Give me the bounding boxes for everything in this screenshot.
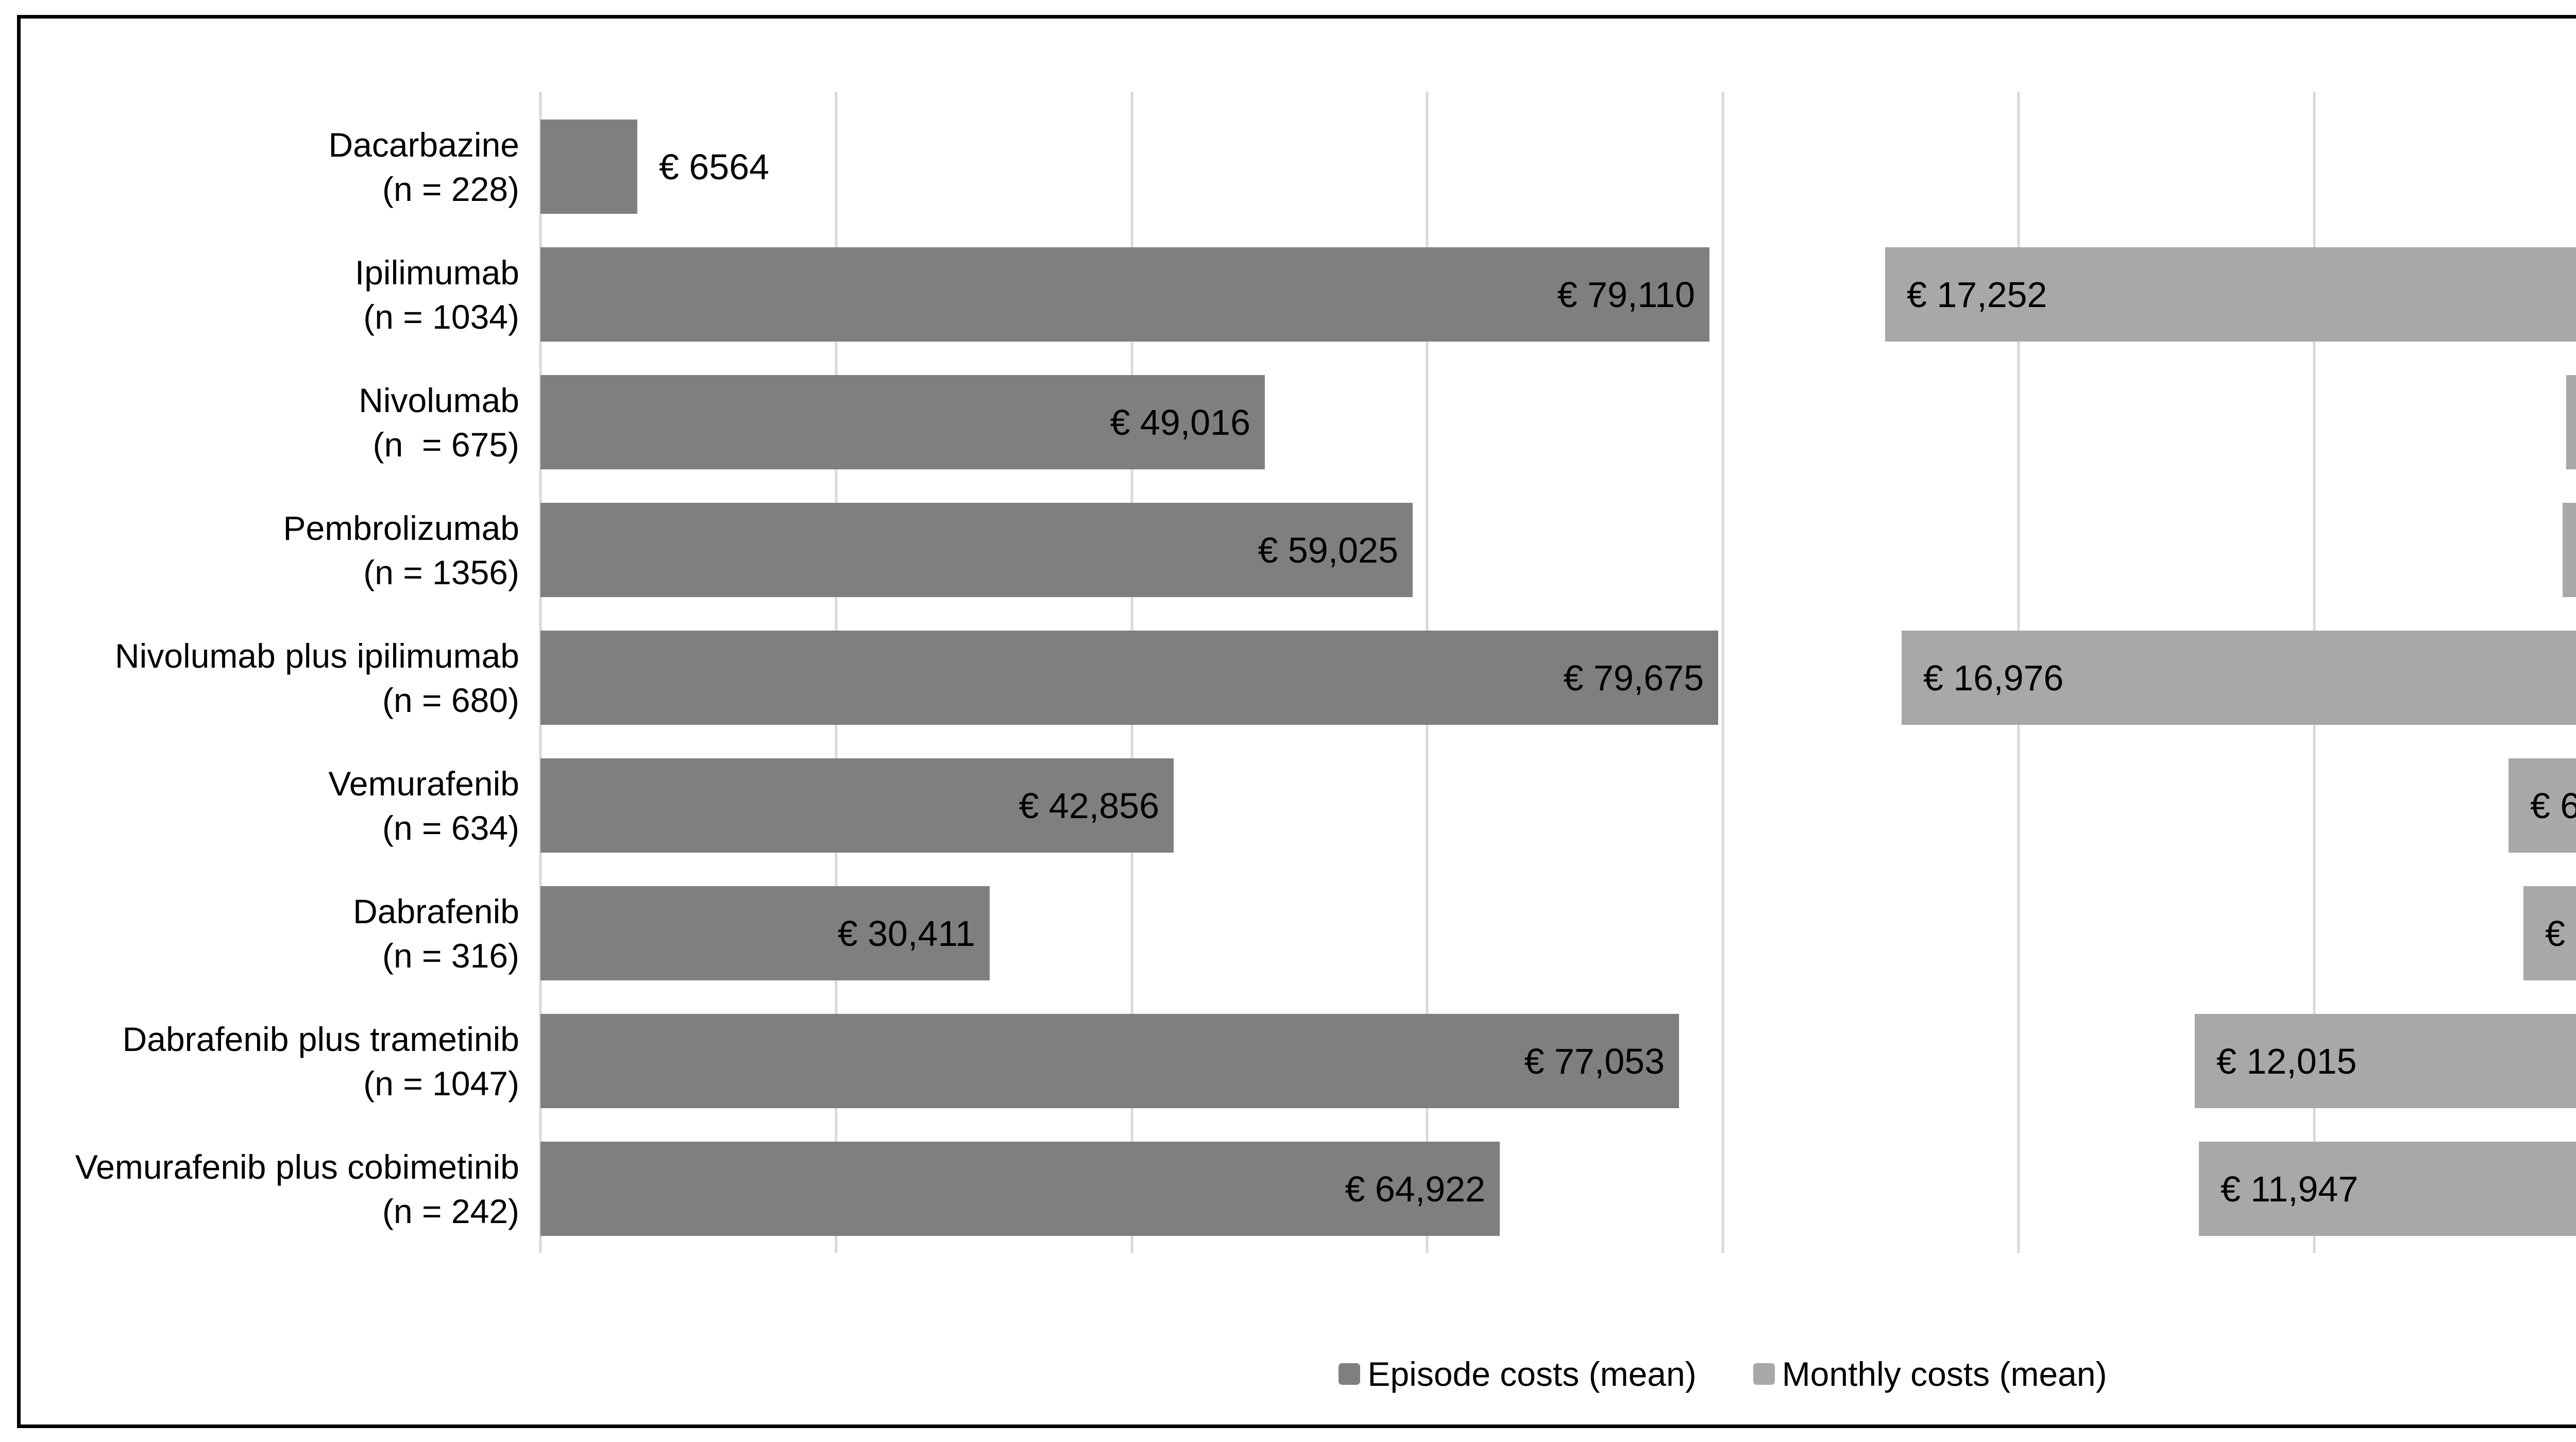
bar-episode-costs: [540, 375, 1265, 469]
chart-legend: Episode costs (mean) Monthly costs (mean…: [540, 1346, 2576, 1402]
legend-entry-episode: Episode costs (mean): [1338, 1354, 1697, 1394]
episode-value-label: € 64,922: [1345, 1168, 1485, 1209]
category-label: Vemurafenib (n = 634): [21, 761, 519, 850]
category-n-count: (n = 634): [382, 808, 519, 847]
category-label: Nivolumab plus ipilimumab (n = 680): [21, 634, 519, 722]
bar-monthly-costs: [2566, 375, 2576, 469]
episode-value-label: € 59,025: [1258, 530, 1398, 570]
monthly-value-label: € 16,976: [1923, 657, 2064, 698]
chart-outer-frame: [17, 15, 2576, 1428]
category-name: Ipilimumab: [354, 253, 519, 292]
episode-value-label: € 49,016: [1110, 402, 1250, 443]
category-n-count: (n = 1356): [363, 553, 519, 591]
category-label: Vemurafenib plus cobimetinib (n = 242): [21, 1145, 519, 1233]
category-n-count: (n = 228): [382, 169, 519, 208]
category-n-count: (n = 242): [382, 1192, 519, 1230]
category-name: Dabrafenib plus trametinib: [122, 1020, 519, 1058]
bar-monthly-costs: [2195, 1014, 2576, 1108]
category-name: Vemurafenib plus cobimetinib: [75, 1147, 519, 1186]
category-label: Ipilimumab (n = 1034): [21, 250, 519, 339]
category-name: Pembrolizumab: [283, 508, 519, 547]
bar-episode-costs: [540, 1142, 1500, 1236]
gridline: [1721, 92, 1724, 1253]
category-name: Vemurafenib: [328, 764, 519, 803]
episode-value-label: € 79,675: [1563, 657, 1704, 698]
category-label: Pembrolizumab (n = 1356): [21, 506, 519, 595]
episode-value-label: € 42,856: [1019, 785, 1159, 826]
category-n-count: (n = 1034): [363, 297, 519, 336]
bar-episode-costs: [540, 1014, 1679, 1108]
monthly-value-label: € 6710: [2530, 785, 2576, 826]
episode-value-label: € 30,411: [837, 913, 975, 954]
category-n-count: (n = 680): [382, 681, 519, 719]
category-n-count: (n = 1047): [363, 1064, 519, 1102]
monthly-value-label: € 11,947: [2221, 1168, 2359, 1209]
bar-episode-costs: [540, 503, 1413, 597]
category-label: Dabrafenib plus trametinib (n = 1047): [21, 1017, 519, 1106]
monthly-value-label: € 6460: [2545, 913, 2576, 954]
episode-series-swatch-icon: [1338, 1363, 1361, 1385]
monthly-value-label: € 12,015: [2216, 1041, 2357, 1081]
bar-monthly-costs: [1902, 631, 2576, 725]
category-name: Nivolumab: [359, 381, 519, 419]
episode-value-label: € 6564: [659, 146, 770, 187]
category-n-count: (n = 316): [382, 936, 519, 975]
category-label: Nivolumab (n = 675): [21, 378, 519, 467]
bar-monthly-costs: [1885, 247, 2576, 342]
episode-value-label: € 79,110: [1557, 274, 1695, 315]
category-name: Nivolumab plus ipilimumab: [115, 636, 519, 675]
plot-area: € 6564€ 2027€ 79,110€ 17,252€ 49,016€ 57…: [539, 92, 2576, 1253]
bar-episode-costs: [540, 758, 1174, 853]
legend-label-episode: Episode costs (mean): [1367, 1355, 1697, 1393]
category-n-count: (n = 675): [372, 425, 519, 464]
bar-monthly-costs: [2509, 758, 2576, 853]
bar-episode-costs: [540, 631, 1718, 725]
bar-monthly-costs: [2563, 503, 2576, 597]
bar-episode-costs: [540, 120, 637, 214]
category-label: Dacarbazine (n = 228): [21, 123, 519, 211]
bar-monthly-costs: [2523, 886, 2576, 980]
monthly-series-swatch-icon: [1753, 1363, 1775, 1385]
legend-label-monthly: Monthly costs (mean): [1782, 1355, 2107, 1393]
episode-value-label: € 77,053: [1524, 1041, 1665, 1081]
bar-monthly-costs: [2199, 1142, 2576, 1236]
bar-episode-costs: [540, 247, 1709, 342]
category-label: Dabrafenib (n = 316): [21, 889, 519, 978]
legend-entry-monthly: Monthly costs (mean): [1753, 1354, 2107, 1394]
category-name: Dacarbazine: [328, 125, 519, 164]
category-name: Dabrafenib: [353, 892, 519, 930]
monthly-value-label: € 17,252: [1907, 274, 2047, 315]
bar-episode-costs: [540, 886, 990, 980]
